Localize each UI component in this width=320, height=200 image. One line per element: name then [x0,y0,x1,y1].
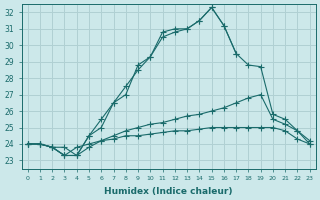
X-axis label: Humidex (Indice chaleur): Humidex (Indice chaleur) [104,187,233,196]
